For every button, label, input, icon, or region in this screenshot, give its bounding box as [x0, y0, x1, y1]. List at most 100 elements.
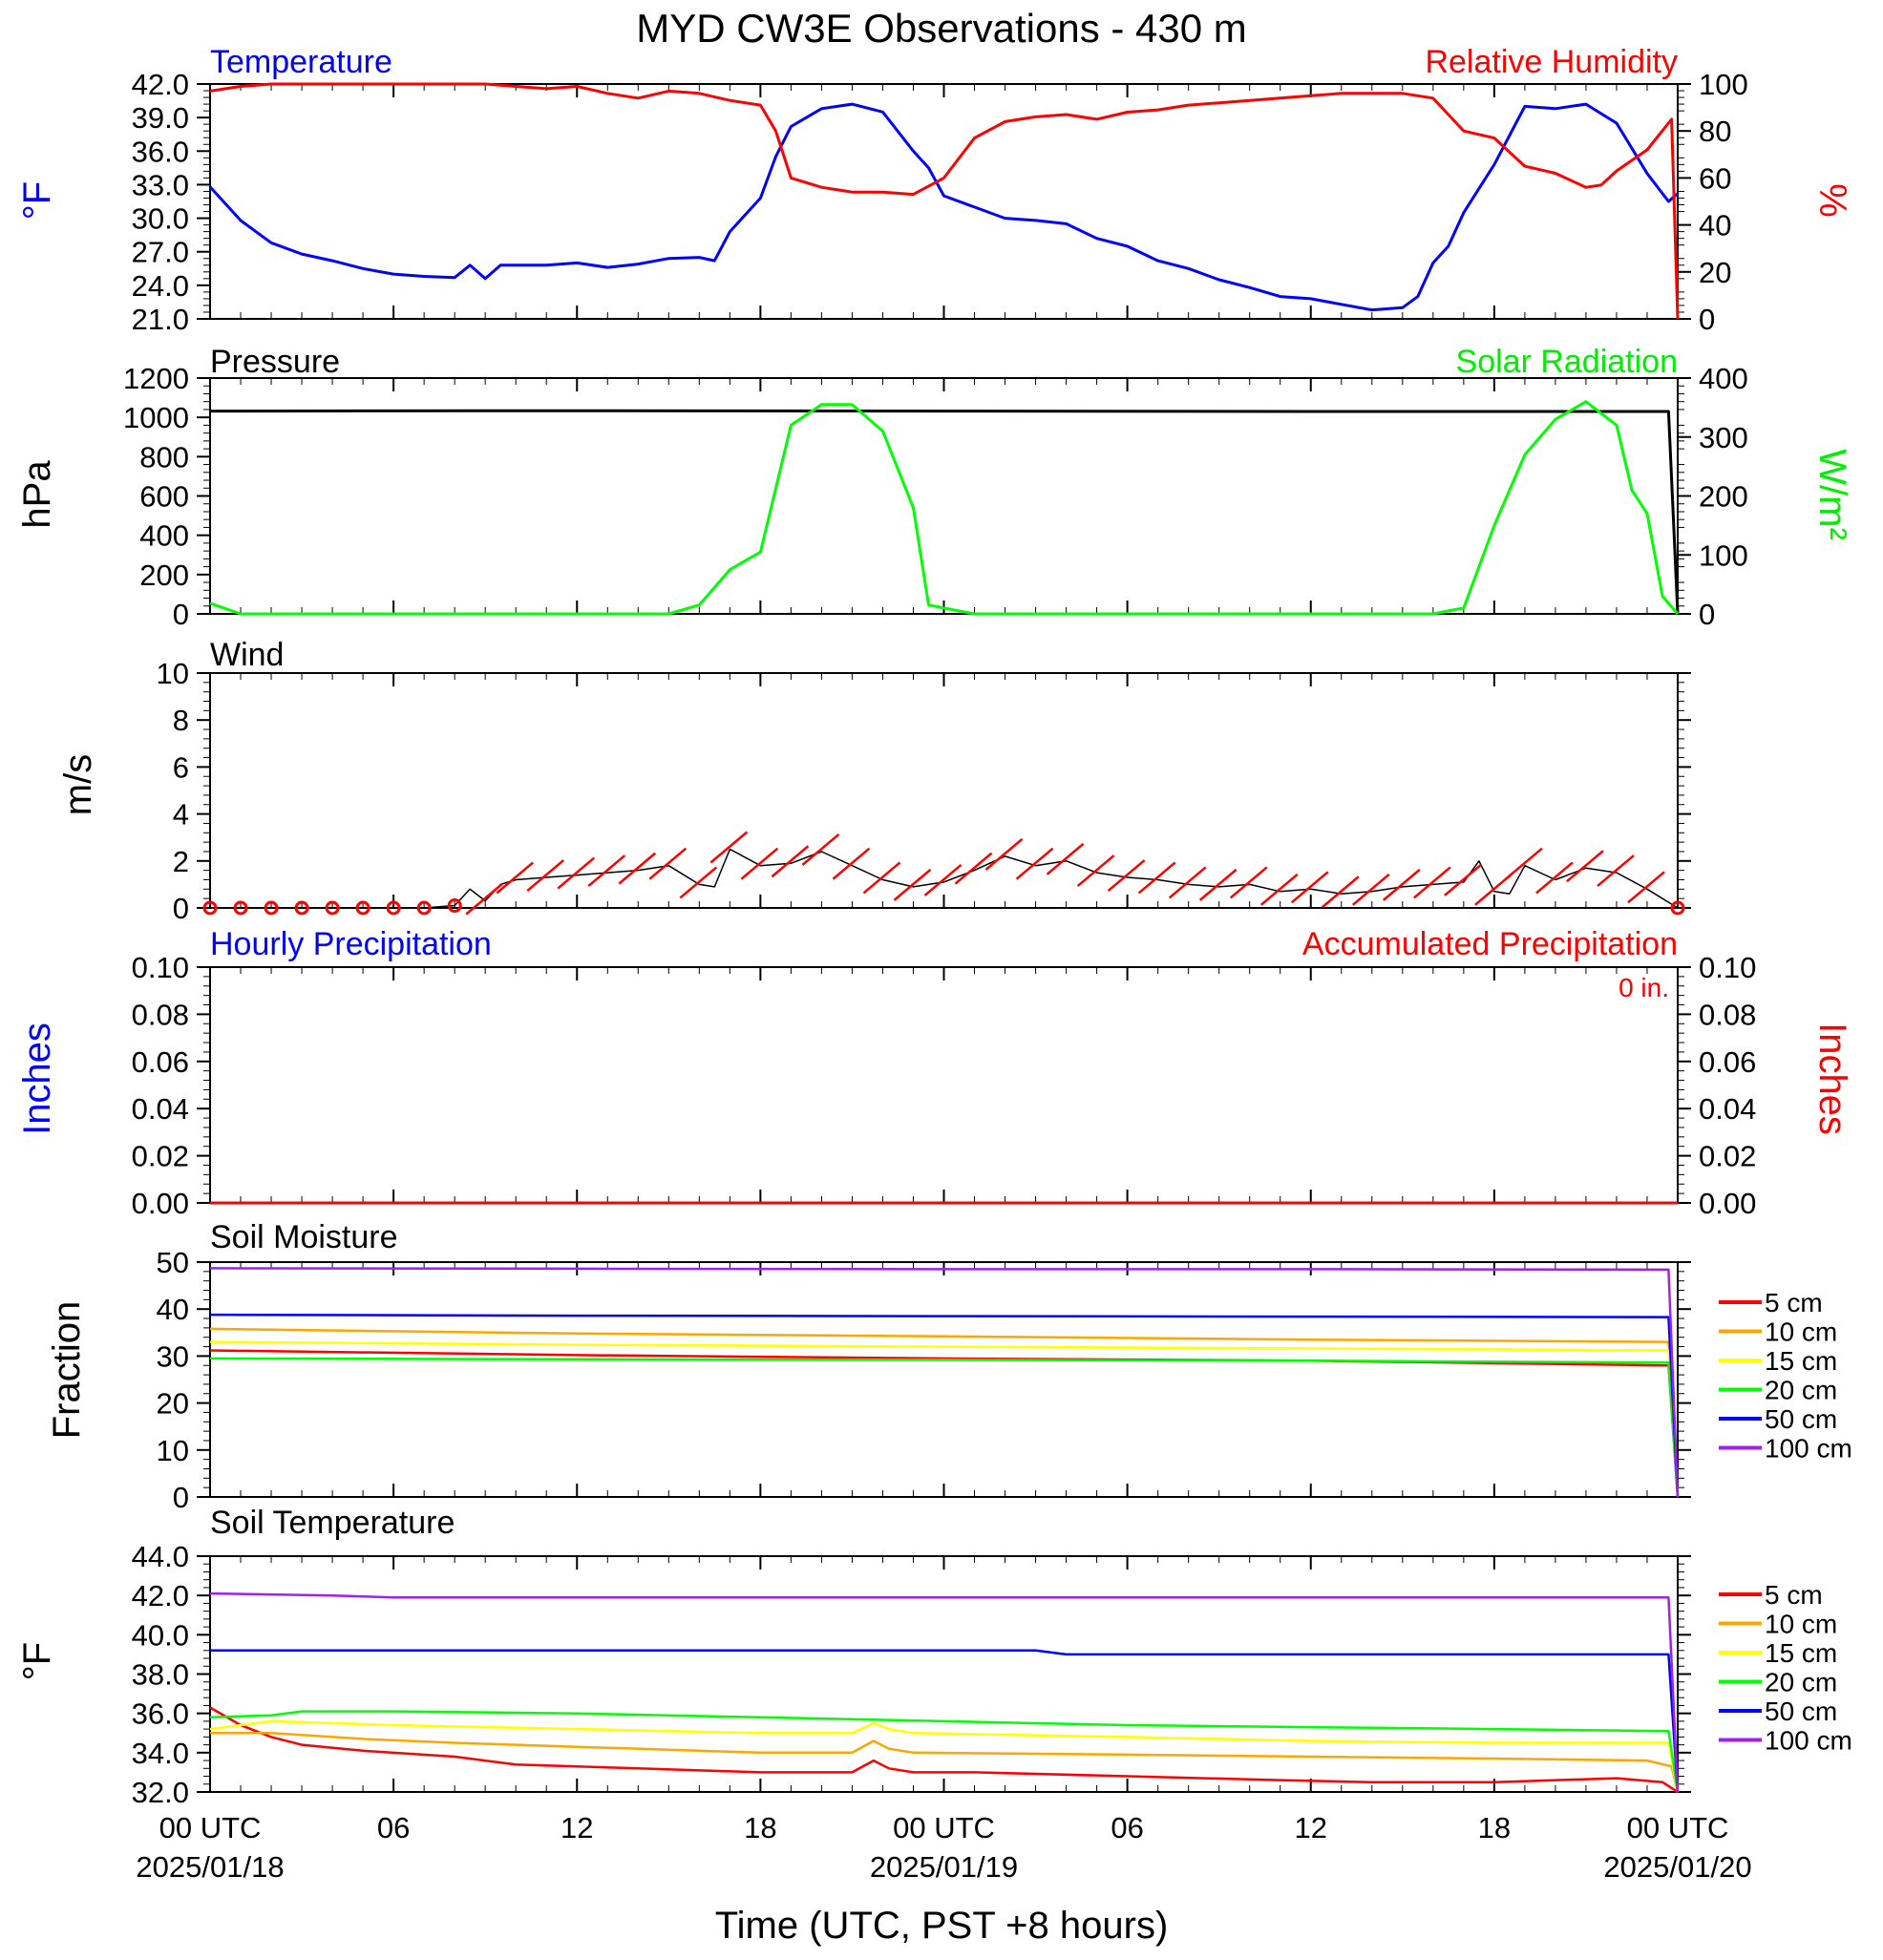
y-right-tick-label: 60: [1699, 161, 1731, 195]
solar-axis-unit: W/m²: [1811, 449, 1853, 540]
x-tick-label: 06: [1111, 1811, 1143, 1844]
y-tick-label: 36.0: [132, 1697, 189, 1731]
series-line-5-cm: [209, 1349, 1680, 1498]
wind-direction-barb: [1290, 871, 1329, 904]
x-date-label: 2025/01/20: [1603, 1850, 1751, 1884]
wind-direction-barb: [1474, 873, 1513, 906]
accumulated-precip-axis-unit: Inches: [1811, 1022, 1853, 1135]
plot-frame: [209, 1555, 1679, 1793]
y-tick-label: 30.0: [132, 202, 189, 236]
wind-calm-marker: [416, 900, 432, 916]
hourly-precip-axis-unit: Inches: [16, 1022, 58, 1135]
wind-direction-barb: [618, 852, 657, 885]
y-tick-label: 4: [173, 798, 189, 832]
y-right-tick-label: 0.10: [1699, 951, 1756, 984]
wind-calm-marker: [355, 900, 370, 916]
wind-direction-barb: [862, 861, 901, 895]
legend-label: 10 cm: [1765, 1317, 1837, 1347]
accumulated-precip-total: 0 in.: [1619, 973, 1669, 1002]
wind-direction-barb: [557, 856, 596, 890]
wind-axis-unit: m/s: [57, 754, 99, 815]
x-tick-label: 12: [1295, 1811, 1327, 1844]
y-tick-label: 32.0: [132, 1776, 189, 1809]
panel-soil-temperature: 44.0 42.0 40.0 38.0 36.0 34.0 32.0 Soil Temper…: [16, 1505, 1852, 1809]
wind-direction-barb: [1198, 868, 1238, 901]
wind-direction-barb: [1413, 866, 1451, 899]
y-tick-label: 10: [157, 1434, 189, 1467]
y-tick-label: 42.0: [132, 1579, 189, 1612]
y-tick-label: 0: [173, 598, 189, 631]
pressure-axis-unit: hPa: [16, 460, 58, 529]
plot-frame: [209, 1261, 1679, 1498]
y-right-tick-label: 0.08: [1699, 998, 1756, 1031]
wind-calm-marker: [294, 900, 309, 916]
legend-label: 15 cm: [1765, 1638, 1837, 1668]
series-line-50-cm: [210, 1649, 1680, 1793]
plot-area-wind: 10 8 6 4 2 0: [157, 657, 1691, 925]
wind-direction-barb: [465, 882, 503, 916]
y-right-tick-label: 0.00: [1699, 1187, 1756, 1220]
wind-calm-marker: [325, 900, 340, 916]
wind-calm-marker: [202, 900, 218, 916]
y-tick-label: 0: [173, 1481, 189, 1514]
solar-series-title: Solar Radiation: [1456, 344, 1678, 380]
plot-frame: [209, 966, 1679, 1204]
plot-area-temperature: 42.039.036.033.030.027.024.021.0 100 80 60 4…: [132, 68, 1748, 336]
wind-direction-barb: [984, 837, 1024, 871]
panel-precipitation: 0.10 0.08 0.06 0.04 0.02 0.00 0.10 0.08 0.06 0.04…: [16, 926, 1853, 1220]
wind-direction-barb: [587, 854, 626, 888]
wind-direction-barb: [832, 847, 871, 880]
y-tick-label: 0.02: [132, 1140, 189, 1173]
wind-series-title: Wind: [210, 637, 284, 673]
y-tick-label: 0.06: [132, 1045, 189, 1079]
wind-direction-barb: [1321, 875, 1360, 909]
y-tick-label: 6: [173, 750, 189, 784]
series-line-20-cm: [209, 1710, 1680, 1793]
plot-area-soil-moisture: 50 40 30 20 10 0: [157, 1246, 1691, 1514]
y-right-tick-label: 0.06: [1699, 1045, 1756, 1079]
y-right-tick-label: 0: [1699, 303, 1715, 336]
panel-wind: 10 8 6 4 2 0 Wind m/s: [57, 637, 1691, 925]
x-tick-label: 18: [744, 1811, 776, 1844]
wind-direction-barb: [1229, 866, 1268, 899]
time-axis-labels: 00 UTC 06 12 18 00 UTC 06 12 18 00 UTC 2025/01/18…: [136, 1811, 1751, 1884]
wind-direction-barb: [1351, 873, 1390, 906]
wind-calm-marker: [264, 900, 279, 916]
wind-direction-barb: [1505, 847, 1543, 880]
pressure-series-title: Pressure: [210, 344, 340, 380]
wind-calm-marker: [1670, 900, 1685, 916]
accumulated-precip-title: Accumulated Precipitation: [1302, 926, 1678, 962]
series-line-solar-radiation: [209, 400, 1680, 616]
soil-temperature-axis-unit: °F: [16, 1642, 58, 1680]
soil-temperature-title: Soil Temperature: [210, 1505, 455, 1541]
y-tick-label: 200: [139, 558, 189, 592]
wind-direction-barb: [526, 859, 565, 892]
series-line-15-cm: [209, 1340, 1680, 1498]
legend-label: 20 cm: [1765, 1668, 1837, 1697]
y-tick-label: 34.0: [132, 1737, 189, 1770]
y-tick-label: 27.0: [132, 236, 189, 269]
y-right-tick-label: 80: [1699, 115, 1731, 148]
y-tick-label: 1000: [123, 401, 189, 434]
y-tick-label: 600: [139, 480, 189, 514]
y-tick-label: 30: [157, 1339, 189, 1373]
plot-frame: [209, 377, 1679, 615]
x-date-label: 2025/01/18: [136, 1850, 284, 1884]
wind-direction-barb: [771, 845, 810, 878]
soil-moisture-axis-unit: Fraction: [46, 1301, 88, 1440]
series-line-100-cm: [209, 1591, 1680, 1793]
wind-direction-barb: [923, 863, 963, 896]
wind-direction-barb: [1627, 871, 1665, 904]
chart-title: MYD CW3E Observations - 430 m: [636, 6, 1247, 51]
x-tick-label: 00 UTC: [893, 1811, 995, 1844]
y-right-tick-label: 300: [1699, 421, 1748, 454]
x-tick-label: 00 UTC: [159, 1811, 262, 1844]
series-line-10-cm: [210, 1732, 1680, 1793]
wind-calm-marker: [447, 898, 462, 914]
legend-label: 15 cm: [1765, 1346, 1837, 1376]
legend-label: 100 cm: [1765, 1726, 1852, 1756]
x-tick-label: 00 UTC: [1627, 1811, 1729, 1844]
humidity-series-title: Relative Humidity: [1425, 44, 1678, 80]
